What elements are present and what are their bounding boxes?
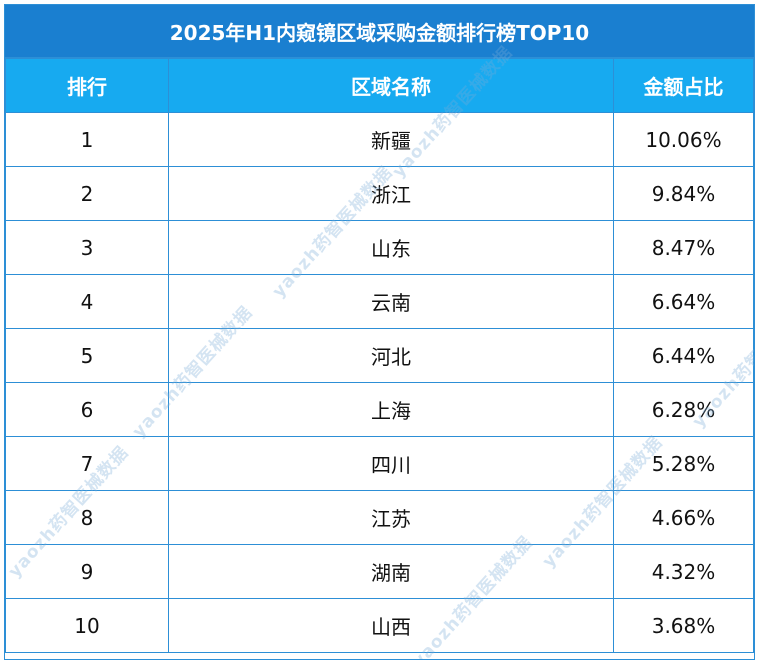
rank-cell: 9 bbox=[5, 544, 169, 599]
region-cell: 上海 bbox=[168, 382, 614, 437]
share-cell: 4.66% bbox=[613, 490, 754, 545]
rank-cell: 5 bbox=[5, 328, 169, 383]
table-title: 2025年H1内窥镜区域采购金额排行榜TOP10 bbox=[5, 5, 754, 58]
table-row: 10 山西 3.68% bbox=[5, 598, 754, 653]
region-cell: 河北 bbox=[168, 328, 614, 383]
rank-cell: 1 bbox=[5, 112, 169, 167]
share-cell: 5.28% bbox=[613, 436, 754, 491]
ranking-table-container: 2025年H1内窥镜区域采购金额排行榜TOP10 排行 区域名称 金额占比 1 … bbox=[4, 4, 755, 660]
table-row: 8 江苏 4.66% bbox=[5, 490, 754, 545]
rank-cell: 6 bbox=[5, 382, 169, 437]
header-rank: 排行 bbox=[5, 58, 169, 113]
region-cell: 山东 bbox=[168, 220, 614, 275]
region-cell: 新疆 bbox=[168, 112, 614, 167]
table-row: 3 山东 8.47% bbox=[5, 220, 754, 275]
region-cell: 四川 bbox=[168, 436, 614, 491]
rank-cell: 7 bbox=[5, 436, 169, 491]
share-cell: 8.47% bbox=[613, 220, 754, 275]
share-cell: 6.44% bbox=[613, 328, 754, 383]
rank-cell: 2 bbox=[5, 166, 169, 221]
share-cell: 4.32% bbox=[613, 544, 754, 599]
table-row: 5 河北 6.44% bbox=[5, 328, 754, 383]
region-cell: 江苏 bbox=[168, 490, 614, 545]
table-row: 9 湖南 4.32% bbox=[5, 544, 754, 599]
rank-cell: 10 bbox=[5, 598, 169, 653]
header-row: 排行 区域名称 金额占比 bbox=[5, 58, 754, 113]
region-cell: 山西 bbox=[168, 598, 614, 653]
rank-cell: 3 bbox=[5, 220, 169, 275]
table-row: 2 浙江 9.84% bbox=[5, 166, 754, 221]
header-region: 区域名称 bbox=[168, 58, 614, 113]
rank-cell: 4 bbox=[5, 274, 169, 329]
header-share: 金额占比 bbox=[613, 58, 754, 113]
region-cell: 云南 bbox=[168, 274, 614, 329]
share-cell: 10.06% bbox=[613, 112, 754, 167]
share-cell: 9.84% bbox=[613, 166, 754, 221]
share-cell: 3.68% bbox=[613, 598, 754, 653]
table-row: 7 四川 5.28% bbox=[5, 436, 754, 491]
rank-cell: 8 bbox=[5, 490, 169, 545]
region-cell: 浙江 bbox=[168, 166, 614, 221]
region-cell: 湖南 bbox=[168, 544, 614, 599]
table-row: 1 新疆 10.06% bbox=[5, 112, 754, 167]
table-row: 6 上海 6.28% bbox=[5, 382, 754, 437]
share-cell: 6.28% bbox=[613, 382, 754, 437]
share-cell: 6.64% bbox=[613, 274, 754, 329]
ranking-table: 排行 区域名称 金额占比 1 新疆 10.06% 2 浙江 9.84% 3 山东… bbox=[5, 58, 754, 653]
table-row: 4 云南 6.64% bbox=[5, 274, 754, 329]
